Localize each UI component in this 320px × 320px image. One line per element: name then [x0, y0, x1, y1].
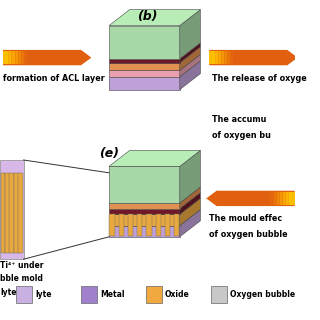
FancyArrow shape: [289, 192, 295, 205]
Polygon shape: [109, 166, 180, 203]
Polygon shape: [109, 150, 200, 166]
Polygon shape: [165, 214, 170, 236]
Polygon shape: [9, 173, 14, 253]
Polygon shape: [109, 214, 115, 236]
Polygon shape: [5, 173, 10, 253]
Text: of oxygen bu: of oxygen bu: [212, 131, 271, 140]
FancyArrow shape: [209, 51, 214, 64]
Polygon shape: [180, 10, 200, 59]
FancyArrow shape: [22, 51, 27, 64]
Text: (e): (e): [99, 147, 119, 160]
Polygon shape: [109, 214, 180, 226]
FancyArrow shape: [222, 51, 227, 64]
Text: The mould effec: The mould effec: [209, 214, 282, 223]
Polygon shape: [180, 43, 200, 63]
Polygon shape: [180, 187, 200, 209]
FancyArrow shape: [12, 51, 18, 64]
Polygon shape: [180, 61, 200, 90]
Polygon shape: [146, 214, 152, 236]
Text: The release of oxyge: The release of oxyge: [212, 74, 307, 83]
Polygon shape: [174, 214, 180, 236]
Text: lyte: lyte: [36, 290, 52, 299]
FancyArrow shape: [280, 192, 285, 205]
FancyArrow shape: [216, 51, 221, 64]
Text: Metal: Metal: [100, 290, 125, 299]
FancyArrow shape: [228, 51, 234, 64]
FancyArrow shape: [3, 51, 8, 64]
Polygon shape: [18, 173, 23, 253]
FancyArrow shape: [6, 51, 12, 64]
Polygon shape: [109, 59, 180, 63]
Polygon shape: [180, 193, 200, 214]
Polygon shape: [180, 54, 200, 77]
FancyArrow shape: [274, 192, 279, 205]
Polygon shape: [14, 173, 19, 253]
Polygon shape: [128, 214, 133, 236]
FancyArrow shape: [206, 191, 295, 206]
Text: Oxygen bubble: Oxygen bubble: [230, 290, 295, 299]
Polygon shape: [16, 286, 32, 303]
Polygon shape: [137, 214, 142, 236]
Polygon shape: [109, 70, 180, 77]
FancyArrow shape: [19, 51, 24, 64]
Text: formation of ACL layer: formation of ACL layer: [3, 74, 105, 83]
Polygon shape: [109, 77, 180, 90]
FancyArrow shape: [3, 50, 91, 65]
Text: The accumu: The accumu: [212, 115, 267, 124]
FancyArrow shape: [16, 51, 21, 64]
FancyArrow shape: [9, 51, 15, 64]
Polygon shape: [0, 160, 24, 259]
FancyArrow shape: [277, 192, 282, 205]
Polygon shape: [180, 198, 200, 226]
FancyArrow shape: [283, 192, 288, 205]
FancyArrow shape: [219, 51, 224, 64]
FancyArrow shape: [225, 51, 230, 64]
Text: Ti⁴⁺ under: Ti⁴⁺ under: [0, 261, 44, 270]
FancyArrow shape: [270, 192, 276, 205]
Polygon shape: [156, 214, 161, 236]
Polygon shape: [109, 203, 180, 209]
Polygon shape: [109, 63, 180, 70]
Polygon shape: [81, 286, 97, 303]
Polygon shape: [180, 150, 200, 203]
Polygon shape: [1, 173, 5, 253]
FancyArrow shape: [286, 192, 292, 205]
FancyArrow shape: [209, 50, 298, 65]
Text: lyte: lyte: [0, 288, 17, 297]
Polygon shape: [109, 26, 180, 59]
Polygon shape: [109, 209, 180, 214]
Text: Oxide: Oxide: [165, 290, 190, 299]
Text: of oxygen bubble: of oxygen bubble: [209, 230, 288, 239]
Polygon shape: [109, 226, 180, 237]
Text: bble mold: bble mold: [0, 274, 43, 283]
Polygon shape: [180, 210, 200, 237]
Polygon shape: [119, 214, 124, 236]
Polygon shape: [180, 47, 200, 70]
Text: (b): (b): [137, 10, 157, 23]
Polygon shape: [109, 10, 200, 26]
Polygon shape: [146, 286, 162, 303]
FancyArrow shape: [212, 51, 218, 64]
Polygon shape: [211, 286, 227, 303]
